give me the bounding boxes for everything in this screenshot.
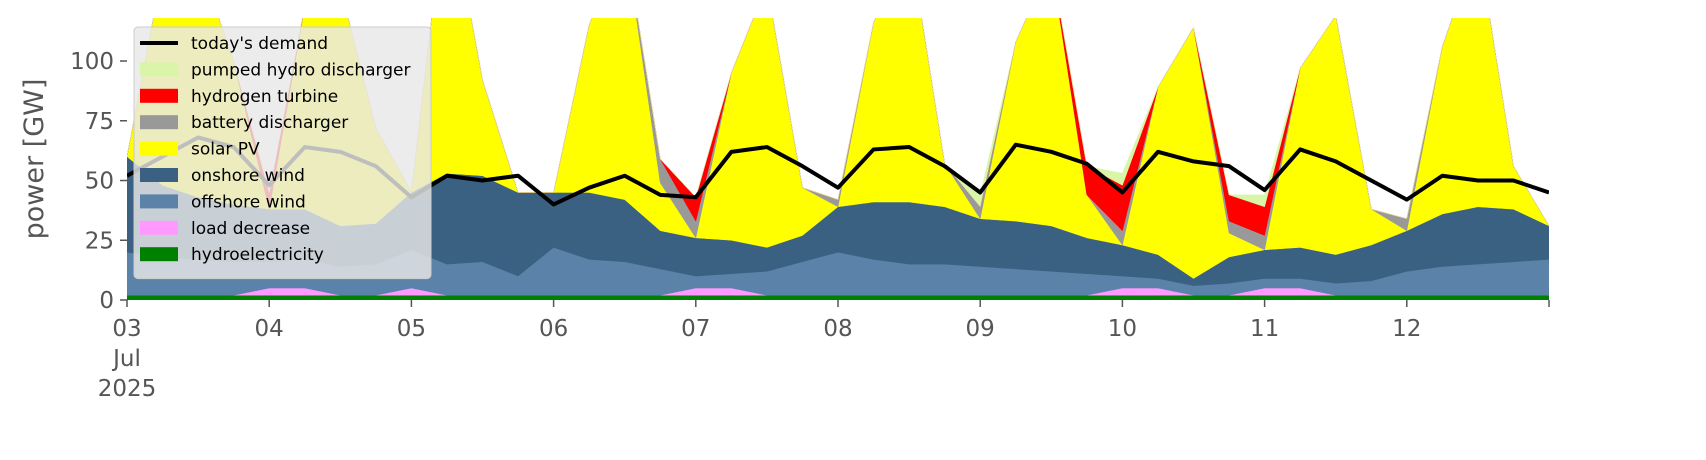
legend-swatch-hydroelectricity [140, 247, 178, 262]
x-tick-label: Jul [111, 346, 141, 372]
legend-swatch-onshore-wind [140, 168, 178, 182]
legend-label-offshore-wind: offshore wind [191, 192, 306, 212]
legend-swatch-solar-pv [140, 141, 178, 156]
legend: today's demand pumped hydro discharger hyd… [133, 26, 432, 280]
y-tick-label: 75 [85, 109, 114, 135]
legend-box [133, 26, 432, 280]
legend-label-load-decrease: load decrease [191, 219, 310, 239]
legend-swatch-offshore-wind [140, 194, 178, 209]
x-tick-label: 04 [255, 316, 284, 342]
area-battery-discharger [127, 18, 1549, 251]
x-tick-label: 2025 [98, 376, 157, 402]
area-solar-pv [127, 18, 1549, 279]
y-tick-label: 50 [85, 169, 114, 195]
x-tick-label: 03 [112, 316, 141, 342]
x-tick-label: 09 [966, 316, 995, 342]
legend-label-hydroelectricity: hydroelectricity [191, 245, 324, 265]
axes: 0 25 50 75 100 03 Jul 2025 04 05 06 07 08 09 10 11 12 [70, 49, 1550, 402]
x-tick-label: 10 [1108, 316, 1137, 342]
stacked-areas [127, 18, 1549, 300]
legend-label-battery-discharger: battery discharger [191, 113, 348, 133]
y-tick-label: 25 [85, 228, 114, 254]
legend-label-onshore-wind: onshore wind [191, 166, 305, 186]
y-tick-label: 0 [99, 288, 114, 314]
legend-label-pumped-hydro-discharger: pumped hydro discharger [191, 60, 410, 80]
area-hydroelectricity [127, 294, 1549, 300]
x-tick-label: 08 [823, 316, 852, 342]
x-tick-label: 07 [681, 316, 710, 342]
legend-label-today-s-demand: today's demand [191, 34, 328, 54]
legend-swatch-hydrogen-turbine [140, 88, 178, 103]
x-tick-label: 05 [397, 316, 426, 342]
x-tick-label: 06 [539, 316, 568, 342]
legend-swatch-load-decrease [140, 220, 178, 235]
legend-label-solar-pv: solar PV [191, 140, 260, 160]
legend-swatch-pumped-hydro-discharger [140, 62, 178, 77]
y-axis-title: power [GW] [19, 79, 50, 240]
legend-label-hydrogen-turbine: hydrogen turbine [191, 87, 338, 107]
x-tick-label: 12 [1392, 316, 1421, 342]
x-tick-label: 11 [1250, 316, 1279, 342]
y-tick-label: 100 [70, 49, 114, 75]
legend-swatch-battery-discharger [140, 115, 178, 130]
